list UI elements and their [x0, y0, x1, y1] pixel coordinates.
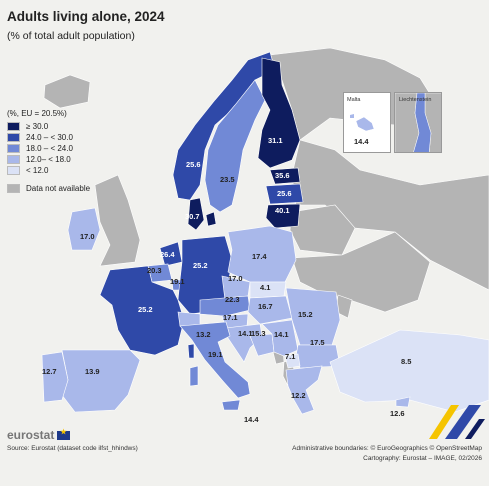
value-label-cyprus: 12.6: [390, 409, 405, 418]
region-north-macedonia: [284, 353, 301, 369]
region-italy: [179, 321, 251, 399]
legend-row: 12.0– < 18.0: [7, 154, 90, 165]
value-label-austria: 22.3: [225, 295, 240, 304]
value-label-ireland: 17.0: [80, 232, 95, 241]
region-croatia: [225, 323, 263, 363]
legend-label-no-data: Data not available: [26, 184, 91, 193]
value-label-norway: 25.6: [186, 160, 201, 169]
inset-liechtenstein-name: Liechtenstein: [399, 97, 432, 103]
value-label-france: 25.2: [138, 305, 153, 314]
region-sicily: [221, 399, 241, 411]
value-label-italy: 19.1: [208, 350, 223, 359]
legend-row: ≥ 30.0: [7, 121, 90, 132]
region-iceland: [43, 74, 91, 109]
legend-label: 12.0– < 18.0: [26, 155, 71, 164]
value-label-finland: 31.1: [268, 136, 283, 145]
logo-text: eurostat: [7, 428, 55, 442]
value-label-sweden: 23.5: [220, 175, 235, 184]
value-label-t-rkiye: 8.5: [401, 357, 411, 366]
value-label-serbia: 14.1: [274, 330, 289, 339]
value-label-portugal: 12.7: [42, 367, 57, 376]
legend-row-no-data: Data not available: [7, 183, 90, 194]
credits-boundaries: Administrative boundaries: © EuroGeograp…: [292, 445, 482, 452]
value-label-north-macedonia: 7.1: [285, 352, 295, 361]
region-estonia: [269, 167, 301, 185]
region-sardinia: [189, 365, 199, 387]
region-united-kingdom: [94, 174, 141, 267]
value-label-malta-sicily-label-: 14.4: [244, 415, 259, 424]
credits-cartography: Cartography: Eurostat – IMAGE, 02/2026: [363, 455, 482, 462]
value-label-bosnia-and-herzegovina: 15.3: [251, 329, 266, 338]
eurostat-corner-decoration: [429, 405, 485, 439]
legend-row: < 12.0: [7, 165, 90, 176]
legend: (%, EU = 20.5%) ≥ 30.0 24.0 – < 30.0 18.…: [7, 109, 90, 194]
region-corsica: [187, 343, 195, 359]
value-label-lithuania: 40.1: [275, 206, 290, 215]
legend-swatch: [7, 144, 20, 153]
legend-label: 24.0 – < 30.0: [26, 133, 73, 142]
value-label-hungary: 16.7: [258, 302, 273, 311]
inset-malta-value: 14.4: [354, 137, 369, 146]
source-note: Source: Eurostat (dataset code ilfst_hhi…: [7, 445, 138, 452]
value-label-luxembourg: 19.1: [170, 277, 185, 286]
legend-row: 18.0 – < 24.0: [7, 143, 90, 154]
region-switzerland: [177, 311, 201, 327]
value-label-czechia: 17.0: [228, 274, 243, 283]
value-label-germany: 25.2: [193, 261, 208, 270]
legend-swatch-no-data: [7, 184, 20, 193]
legend-swatch: [7, 133, 20, 142]
legend-label: ≥ 30.0: [26, 122, 49, 131]
value-labels: 31.1 23.5 25.6 35.6 25.6 40.1 30.7 17.0 26.4 20.3…: [42, 136, 411, 424]
legend-swatch: [7, 122, 20, 131]
region-finland: [257, 57, 301, 169]
value-label-romania: 15.2: [298, 310, 313, 319]
malta-shape: [350, 114, 375, 132]
value-label-croatia: 14.1: [238, 329, 253, 338]
eurostat-logo: eurostat: [7, 428, 71, 442]
value-label-greece: 12.2: [291, 391, 306, 400]
value-label-denmark: 30.7: [185, 212, 200, 221]
credits: Administrative boundaries: © EuroGeograp…: [292, 444, 482, 464]
region-sweden: [204, 79, 266, 213]
legend-title: (%, EU = 20.5%): [7, 109, 67, 118]
value-label-latvia: 25.6: [277, 189, 292, 198]
eu-flag-icon: [57, 428, 71, 440]
value-label-spain: 13.9: [85, 367, 100, 376]
inset-malta: Malta 14.4: [343, 92, 391, 153]
value-label-poland: 17.4: [252, 252, 267, 261]
liechtenstein-shape: [395, 93, 441, 152]
region-serbia: [261, 319, 299, 357]
region-latvia: [265, 183, 304, 205]
value-label-slovenia: 17.1: [223, 313, 238, 322]
legend-swatch: [7, 166, 20, 175]
value-label-estonia: 35.6: [275, 171, 290, 180]
region-spain: [61, 349, 141, 413]
value-label-belgium: 20.3: [147, 266, 162, 275]
map-title: Adults living alone, 2024: [7, 9, 165, 24]
legend-label: < 12.0: [26, 166, 49, 175]
map-subtitle: (% of total adult population): [7, 30, 135, 42]
legend-swatch: [7, 155, 20, 164]
legend-label: 18.0 – < 24.0: [26, 144, 73, 153]
legend-row: 24.0 – < 30.0: [7, 132, 90, 143]
region-denmark: [187, 197, 217, 231]
inset-liechtenstein: Liechtenstein: [394, 92, 442, 153]
region-lithuania: [265, 203, 301, 229]
inset-malta-name: Malta: [347, 97, 361, 103]
region-austria: [199, 295, 251, 317]
region-hungary: [247, 295, 293, 325]
region-france: [99, 265, 185, 356]
region-greece: [285, 365, 323, 415]
value-label-slovakia: 4.1: [260, 283, 270, 292]
value-label-bulgaria: 17.5: [310, 338, 325, 347]
region-portugal: [41, 351, 69, 403]
region-cyprus: [395, 396, 411, 408]
value-label-switzerland: 13.2: [196, 330, 211, 339]
region-ireland: [67, 207, 101, 251]
value-label-netherlands: 26.4: [160, 250, 175, 259]
